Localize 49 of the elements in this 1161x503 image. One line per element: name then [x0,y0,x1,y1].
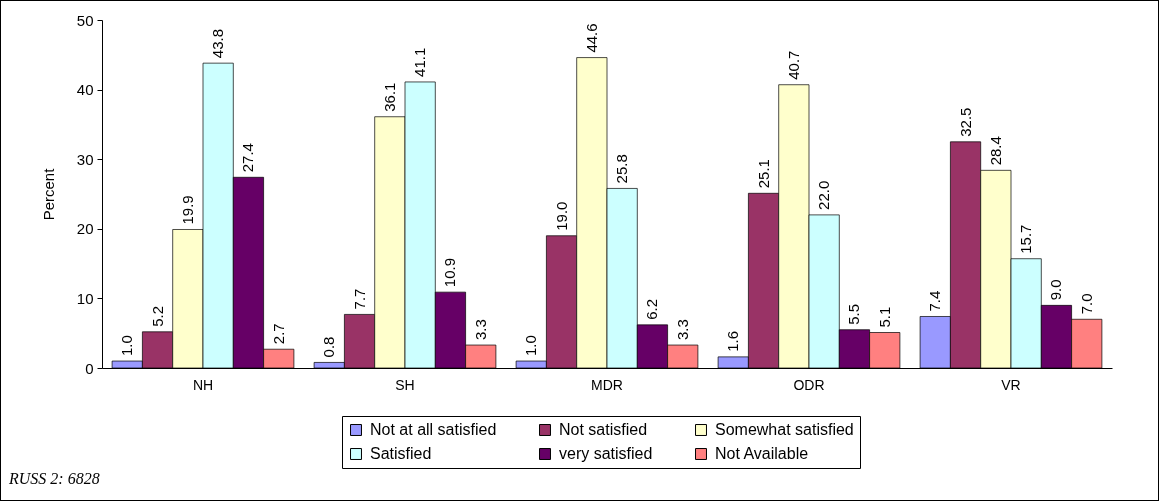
data-label: 7.0 [1077,293,1095,315]
x-tick-label: NH [192,376,214,393]
data-label: 41.1 [411,47,429,77]
data-label: 5.1 [875,306,893,328]
y-tick-label: 10 [76,289,94,307]
data-label: 15.7 [1017,224,1035,254]
data-label: 3.3 [673,319,691,341]
data-label: 19.9 [178,195,196,225]
data-label: 25.1 [754,159,772,189]
legend-label: Not satisfied [559,421,648,438]
y-tick-label: 30 [76,150,94,168]
data-label: 40.7 [784,50,802,80]
data-label: 27.4 [239,143,257,173]
data-label: 9.0 [1047,279,1065,301]
data-label: 19.0 [552,201,570,231]
data-label: 43.8 [209,28,227,59]
y-tick-label: 50 [76,11,94,29]
data-label: 44.6 [582,23,600,53]
legend-label: Somewhat satisfied [715,421,854,438]
data-label: 3.3 [471,319,489,341]
data-label: 2.7 [269,323,287,345]
data-label: 7.4 [926,290,944,312]
data-label: 1.0 [118,335,136,357]
data-label: 1.0 [522,335,540,357]
data-label: 0.8 [320,336,338,358]
text: RUSS 2: 6828 [9,470,100,488]
x-tick-label: ODR [793,376,825,393]
y-axis-title: Percent [39,167,57,221]
legend-label: Satisfied [370,445,432,462]
y-tick-label: 20 [76,220,94,238]
legend-label: Not Available [715,445,809,462]
data-label: 32.5 [956,107,974,137]
x-tick-label: VR [1001,376,1021,393]
data-label: 36.1 [380,82,398,112]
y-tick-label: 0 [85,359,94,377]
data-label: 1.6 [724,331,742,352]
x-tick-label: SH [395,376,415,393]
legend-label: very satisfied [559,445,653,462]
data-label: 7.7 [350,288,368,310]
data-label: 6.2 [643,298,661,320]
data-label: 5.2 [148,305,166,327]
data-label: 28.4 [986,136,1004,166]
data-label: 25.8 [613,154,631,184]
data-label: 5.5 [845,303,863,325]
x-tick-label: MDR [591,376,623,393]
legend-label: Not at all satisfied [370,421,497,438]
data-label: 10.9 [441,257,459,288]
data-label: 22.0 [815,180,833,210]
y-tick-label: 40 [76,81,94,99]
